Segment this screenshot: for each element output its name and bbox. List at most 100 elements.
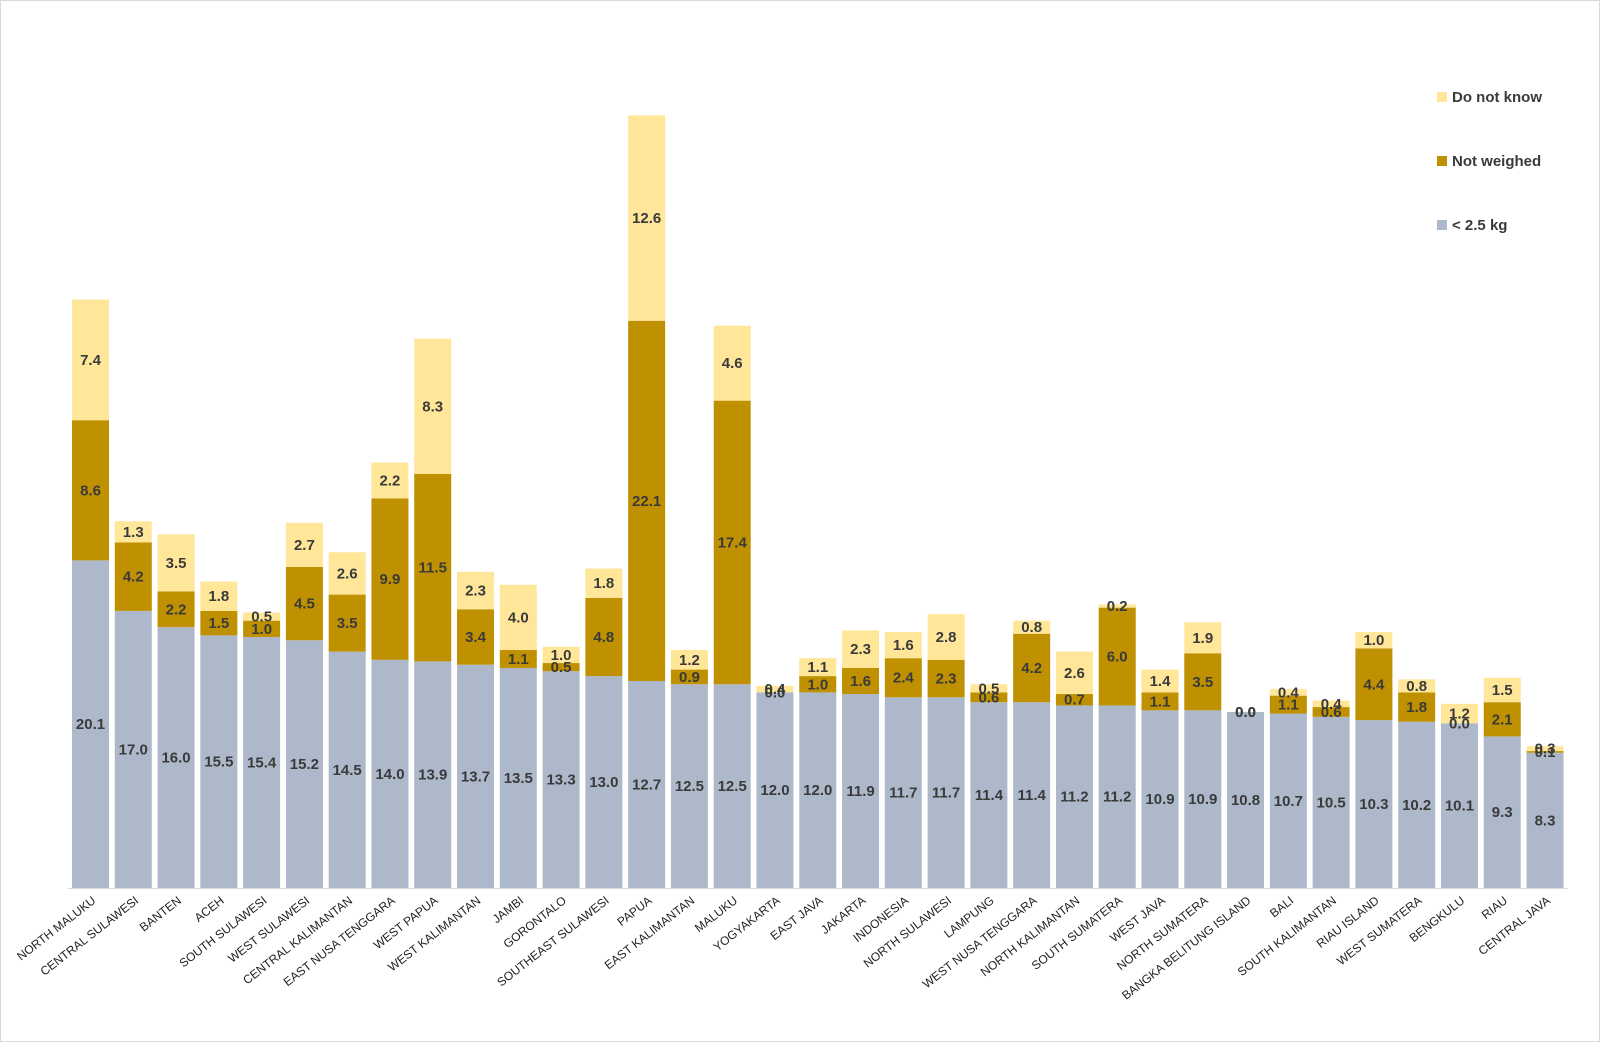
bar-2-5-kg-yogyakarta xyxy=(756,692,794,888)
bar-not-weighed-jakarta xyxy=(842,667,880,695)
value-label-2-5-kg-riau-island: 10.3 xyxy=(1359,796,1388,813)
bar-do-not-know-north-kalimantan xyxy=(1055,651,1093,695)
value-label-do-not-know-jambi: 4.0 xyxy=(508,609,529,626)
bar-2-5-kg-north-sulawesi xyxy=(927,697,965,888)
value-label-2-5-kg-lampung: 11.4 xyxy=(975,787,1004,804)
value-label-not-weighed-gorontalo: 0.5 xyxy=(551,659,572,676)
bars-group xyxy=(72,115,1564,888)
value-label-do-not-know-riau: 1.5 xyxy=(1492,682,1513,699)
value-label-not-weighed-bangka-belitung-island: 0.0 xyxy=(1235,704,1256,721)
value-label-2-5-kg-west-java: 10.9 xyxy=(1145,791,1174,808)
value-label-do-not-know-central-java: 0.3 xyxy=(1535,741,1556,758)
value-label-not-weighed-jakarta: 1.6 xyxy=(850,673,871,690)
value-label-2-5-kg-papua: 12.7 xyxy=(632,777,661,794)
bar-not-weighed-south-kalimantan xyxy=(1312,707,1350,717)
bar-2-5-kg-central-sulawesi xyxy=(114,610,152,888)
bar-2-5-kg-west-kalimantan xyxy=(457,664,495,888)
value-label-do-not-know-north-sumatera: 1.9 xyxy=(1192,630,1213,647)
category-label-riau: RIAU xyxy=(1479,893,1510,922)
bar-2-5-kg-north-kalimantan xyxy=(1055,705,1093,888)
bar-do-not-know-east-nusa-tenggara xyxy=(371,462,409,499)
bar-do-not-know-south-sulawesi xyxy=(243,612,281,621)
bar-2-5-kg-bangka-belitung-island xyxy=(1227,711,1265,888)
bar-2-5-kg-jambi xyxy=(499,667,537,888)
value-label-not-weighed-west-java: 1.1 xyxy=(1150,693,1171,710)
value-label-2-5-kg-maluku: 12.5 xyxy=(718,778,747,795)
value-label-do-not-know-south-kalimantan: 0.4 xyxy=(1321,696,1343,713)
legend-swatch-do-not-know xyxy=(1437,92,1447,102)
value-label-2-5-kg-west-nusa-tenggara: 11.4 xyxy=(1017,787,1046,804)
bar-do-not-know-gorontalo xyxy=(542,646,580,664)
bar-not-weighed-south-sumatera xyxy=(1098,607,1136,706)
bar-2-5-kg-central-java xyxy=(1526,752,1564,888)
value-label-do-not-know-north-sulawesi: 2.8 xyxy=(936,629,957,646)
bar-2-5-kg-west-java xyxy=(1141,710,1179,888)
value-label-do-not-know-banten: 3.5 xyxy=(166,555,187,572)
bar-not-weighed-papua xyxy=(628,320,666,681)
value-label-do-not-know-west-sumatera: 0.8 xyxy=(1406,678,1427,695)
bar-not-weighed-gorontalo xyxy=(542,663,580,672)
bar-2-5-kg-north-maluku xyxy=(72,560,109,888)
value-label-do-not-know-east-nusa-tenggara: 2.2 xyxy=(380,473,401,490)
value-label-not-weighed-west-kalimantan: 3.4 xyxy=(465,629,487,646)
bar-2-5-kg-north-sumatera xyxy=(1184,710,1222,888)
value-label-not-weighed-riau-island: 4.4 xyxy=(1363,676,1385,693)
value-label-not-weighed-indonesia: 2.4 xyxy=(893,670,915,687)
bar-2-5-kg-east-nusa-tenggara xyxy=(371,659,409,888)
value-label-not-weighed-central-kalimantan: 3.5 xyxy=(337,615,358,632)
bar-do-not-know-west-nusa-tenggara xyxy=(1013,620,1051,634)
value-label-not-weighed-central-sulawesi: 4.2 xyxy=(123,569,144,586)
category-label-banten: BANTEN xyxy=(137,893,184,934)
value-label-not-weighed-west-nusa-tenggara: 4.2 xyxy=(1021,660,1042,677)
value-label-not-weighed-west-papua: 11.5 xyxy=(419,560,447,577)
value-label-do-not-know-south-sumatera: 0.2 xyxy=(1107,598,1128,615)
value-label-do-not-know-gorontalo: 1.0 xyxy=(551,647,572,664)
bar-do-not-know-north-sulawesi xyxy=(927,614,965,660)
value-label-2-5-kg-north-maluku: 20.1 xyxy=(76,716,105,733)
bar-not-weighed-banten xyxy=(157,591,195,628)
bar-not-weighed-east-nusa-tenggara xyxy=(371,498,409,660)
bar-not-weighed-east-java xyxy=(799,676,837,693)
value-label-2-5-kg-central-sulawesi: 17.0 xyxy=(119,741,148,758)
legend-swatch-not-weighed xyxy=(1437,156,1447,166)
bar-do-not-know-southeast-sulawesi xyxy=(585,568,623,598)
bar-not-weighed-west-kalimantan xyxy=(457,609,495,665)
bar-not-weighed-lampung xyxy=(970,692,1008,703)
value-label-not-weighed-southeast-sulawesi: 4.8 xyxy=(593,629,614,646)
value-label-do-not-know-east-java: 1.1 xyxy=(807,659,828,676)
bar-do-not-know-indonesia xyxy=(884,632,922,659)
bar-2-5-kg-south-sumatera xyxy=(1098,705,1136,888)
category-label-jambi: JAMBI xyxy=(490,893,526,926)
value-label-not-weighed-west-sumatera: 1.8 xyxy=(1406,699,1427,716)
value-label-do-not-know-east-kalimantan: 1.2 xyxy=(679,652,700,669)
legend: Do not know Not weighed < 2.5 kg xyxy=(1437,89,1542,234)
value-label-2-5-kg-east-java: 12.0 xyxy=(803,782,832,799)
bar-2-5-kg-west-sulawesi xyxy=(285,640,323,888)
value-label-not-weighed-east-kalimantan: 0.9 xyxy=(679,669,700,686)
bar-do-not-know-central-java xyxy=(1526,746,1564,752)
bar-2-5-kg-indonesia xyxy=(884,697,922,888)
value-label-2-5-kg-west-kalimantan: 13.7 xyxy=(461,768,490,785)
value-label-2-5-kg-north-kalimantan: 11.2 xyxy=(1060,789,1088,806)
value-label-2-5-kg-bangka-belitung-island: 10.8 xyxy=(1231,792,1260,809)
bar-do-not-know-maluku xyxy=(713,325,751,401)
value-label-not-weighed-banten: 2.2 xyxy=(166,601,187,618)
bar-not-weighed-maluku xyxy=(713,400,751,685)
value-label-do-not-know-north-kalimantan: 2.6 xyxy=(1064,665,1085,682)
bar-do-not-know-west-sulawesi xyxy=(285,522,323,567)
value-label-not-weighed-east-nusa-tenggara: 9.9 xyxy=(380,571,401,588)
value-label-not-weighed-south-kalimantan: 0.6 xyxy=(1321,704,1342,721)
bar-not-weighed-aceh xyxy=(200,610,238,636)
bar-do-not-know-west-sumatera xyxy=(1398,679,1436,693)
value-label-do-not-know-papua: 12.6 xyxy=(632,210,661,227)
bar-do-not-know-yogyakarta xyxy=(756,685,794,693)
bar-2-5-kg-lampung xyxy=(970,702,1008,888)
value-label-not-weighed-north-maluku: 8.6 xyxy=(80,482,101,499)
category-label-bali: BALI xyxy=(1267,893,1296,920)
value-label-do-not-know-indonesia: 1.6 xyxy=(893,637,914,654)
value-label-do-not-know-lampung: 0.5 xyxy=(978,680,999,697)
bar-do-not-know-bali xyxy=(1269,689,1307,696)
legend-label-do-not-know: Do not know xyxy=(1452,89,1542,106)
bar-not-weighed-southeast-sulawesi xyxy=(585,597,623,677)
bar-do-not-know-east-java xyxy=(799,658,837,677)
